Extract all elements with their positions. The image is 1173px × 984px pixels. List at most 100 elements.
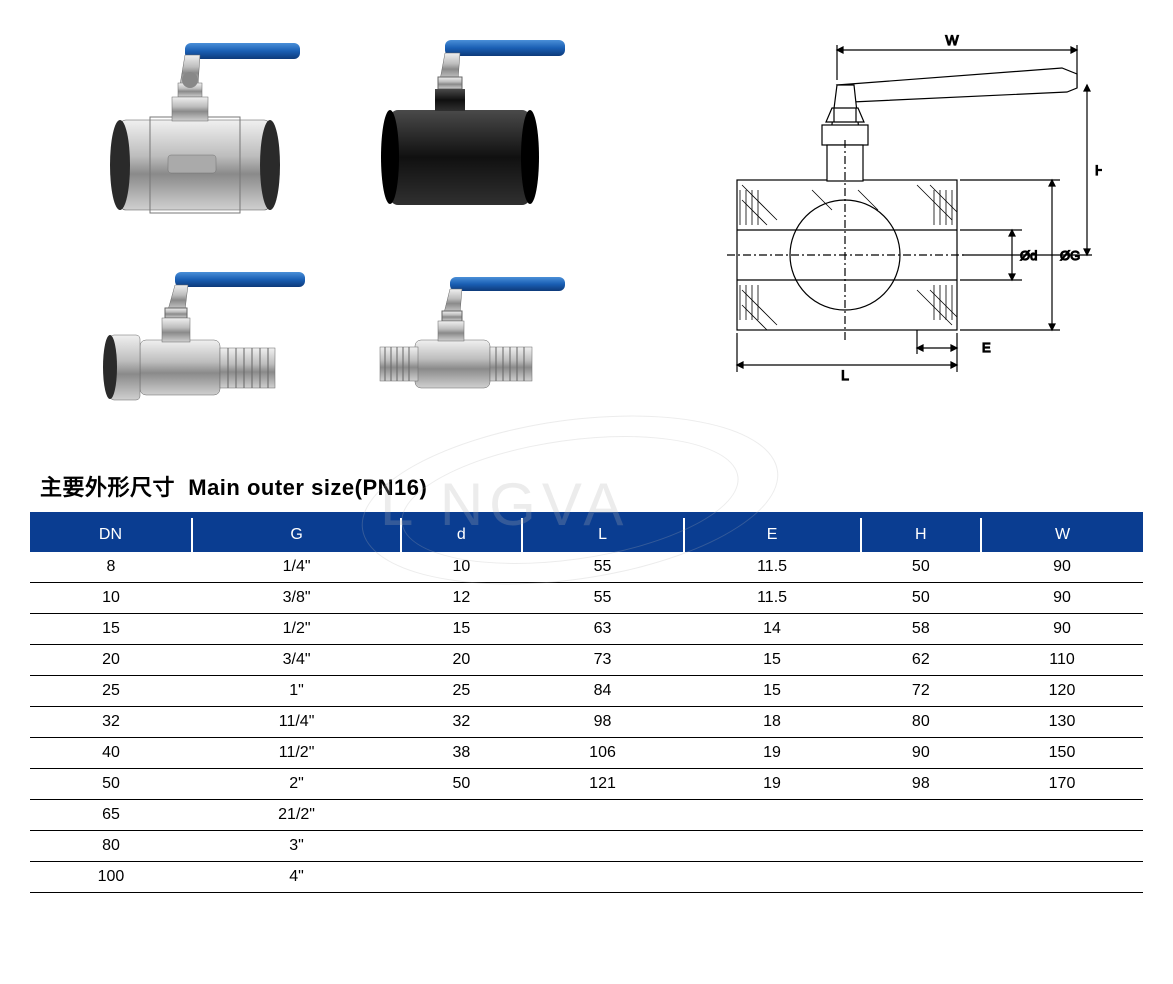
table-cell: 3/4" (192, 645, 401, 676)
table-cell (861, 862, 981, 893)
table-cell: 11/2" (192, 738, 401, 769)
table-cell: 11.5 (684, 552, 861, 583)
title-en: Main outer size(PN16) (188, 475, 427, 500)
table-cell: 90 (981, 614, 1143, 645)
table-cell (861, 831, 981, 862)
table-cell (684, 862, 861, 893)
table-cell: 15 (684, 645, 861, 676)
table-cell: 1/2" (192, 614, 401, 645)
table-cell: 1" (192, 676, 401, 707)
table-cell: 73 (522, 645, 684, 676)
dim-h-label: H (1095, 162, 1102, 178)
table-row: 151/2"1563145890 (30, 614, 1143, 645)
table-cell: 90 (981, 552, 1143, 583)
table-row: 251"25841572120 (30, 676, 1143, 707)
table-cell: 80 (30, 831, 192, 862)
table-cell: 4" (192, 862, 401, 893)
table-cell: 55 (522, 552, 684, 583)
technical-drawing: W (640, 20, 1143, 450)
table-cell: 15 (684, 676, 861, 707)
table-cell: 15 (401, 614, 521, 645)
table-header-cell: W (981, 518, 1143, 552)
table-cell: 8 (30, 552, 192, 583)
table-row: 6521/2" (30, 800, 1143, 831)
table-header-cell: G (192, 518, 401, 552)
table-row: 502"501211998170 (30, 769, 1143, 800)
product-photo-1 (70, 20, 330, 240)
table-cell: 50 (401, 769, 521, 800)
table-cell: 10 (30, 583, 192, 614)
table-cell: 58 (861, 614, 981, 645)
table-cell: 98 (861, 769, 981, 800)
table-row: 4011/2"381061990150 (30, 738, 1143, 769)
dim-d-label: Ød (1020, 248, 1037, 263)
dim-w-label: W (945, 32, 959, 48)
table-cell (684, 831, 861, 862)
dim-l-label: L (841, 367, 849, 383)
table-cell: 32 (401, 707, 521, 738)
table-cell: 72 (861, 676, 981, 707)
table-cell: 110 (981, 645, 1143, 676)
dim-g-label: ØG (1060, 248, 1080, 263)
table-cell: 50 (861, 583, 981, 614)
table-cell (981, 862, 1143, 893)
table-cell: 84 (522, 676, 684, 707)
table-cell (522, 831, 684, 862)
table-header-cell: d (401, 518, 521, 552)
table-cell: 19 (684, 769, 861, 800)
table-cell: 90 (861, 738, 981, 769)
table-cell (981, 800, 1143, 831)
table-cell: 40 (30, 738, 192, 769)
table-cell: 32 (30, 707, 192, 738)
table-cell (981, 831, 1143, 862)
title-cn: 主要外形尺寸 (40, 475, 175, 500)
table-cell: 3" (192, 831, 401, 862)
table-cell: 55 (522, 583, 684, 614)
table-cell: 100 (30, 862, 192, 893)
table-cell: 25 (30, 676, 192, 707)
table-cell: 25 (401, 676, 521, 707)
table-cell: 50 (30, 769, 192, 800)
table-cell: 62 (861, 645, 981, 676)
table-cell (522, 862, 684, 893)
table-cell: 106 (522, 738, 684, 769)
table-row: 203/4"20731562110 (30, 645, 1143, 676)
table-cell: 12 (401, 583, 521, 614)
section-title: 主要外形尺寸 Main outer size(PN16) (40, 470, 1143, 502)
table-cell (684, 800, 861, 831)
table-cell: 170 (981, 769, 1143, 800)
table-row: 3211/4"32981880130 (30, 707, 1143, 738)
table-cell: 15 (30, 614, 192, 645)
table-cell: 38 (401, 738, 521, 769)
table-row: 803" (30, 831, 1143, 862)
table-cell: 21/2" (192, 800, 401, 831)
dimensions-table: DNGdLEHW 81/4"105511.55090103/8"125511.5… (30, 518, 1143, 893)
product-photo-2 (340, 20, 600, 240)
table-cell (861, 800, 981, 831)
table-row: 81/4"105511.55090 (30, 552, 1143, 583)
top-section: W (30, 20, 1143, 450)
table-cell: 10 (401, 552, 521, 583)
product-photo-4 (340, 250, 600, 450)
table-row: 103/8"125511.55090 (30, 583, 1143, 614)
table-header-cell: H (861, 518, 981, 552)
table-row: 1004" (30, 862, 1143, 893)
table-cell: 121 (522, 769, 684, 800)
table-cell: 65 (30, 800, 192, 831)
table-cell: 130 (981, 707, 1143, 738)
product-photos (30, 20, 600, 450)
table-cell (401, 831, 521, 862)
table-cell: 150 (981, 738, 1143, 769)
table-cell (522, 800, 684, 831)
table-cell: 2" (192, 769, 401, 800)
table-cell: 11.5 (684, 583, 861, 614)
table-header-cell: E (684, 518, 861, 552)
table-cell: 120 (981, 676, 1143, 707)
table-cell: 90 (981, 583, 1143, 614)
table-cell (401, 800, 521, 831)
table-cell: 20 (401, 645, 521, 676)
table-cell: 20 (30, 645, 192, 676)
product-photo-3 (70, 250, 330, 450)
table-header-cell: DN (30, 518, 192, 552)
table-cell: 50 (861, 552, 981, 583)
